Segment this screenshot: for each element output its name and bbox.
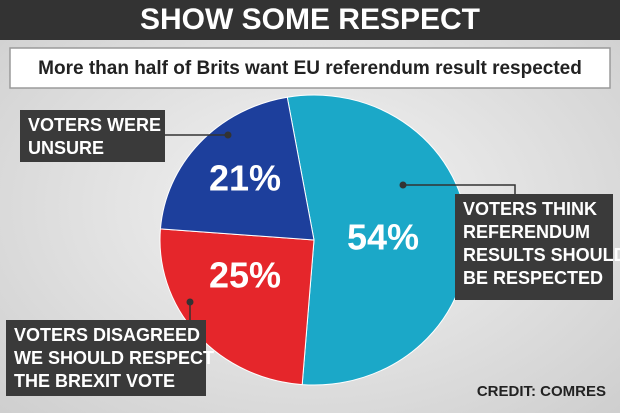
- value-label: 25%: [209, 255, 281, 296]
- value-label: 21%: [209, 158, 281, 199]
- label-box: [20, 110, 165, 162]
- credit: CREDIT: COMRES: [477, 383, 606, 400]
- leader-dot: [224, 131, 232, 139]
- label-box: [455, 194, 613, 300]
- leader-dot: [186, 298, 194, 306]
- pie-slice: [159, 96, 315, 241]
- labels: 54% 25% 21% VOTERS THINK REFERENDUM RESULTS S…: [6, 110, 620, 396]
- category-label: VOTERS THINK REFERENDUM RESULTS SHOULD BE R…: [463, 199, 620, 288]
- category-label: VOTERS DISAGREED WE SHOULD RESPECT THE BRE…: [14, 325, 214, 391]
- value-label: 54%: [347, 217, 419, 258]
- title-bar: [0, 0, 620, 40]
- chart-title: SHOW SOME RESPECT: [140, 3, 480, 36]
- label-box: [6, 320, 206, 396]
- subtitle-box: [9, 47, 611, 89]
- chart-subtitle: More than half of Brits want EU referend…: [38, 58, 582, 79]
- category-label: VOTERS WERE UNSURE: [28, 115, 161, 158]
- leader-line: [403, 184, 516, 194]
- pie: [159, 94, 469, 386]
- leader-dot: [399, 181, 407, 189]
